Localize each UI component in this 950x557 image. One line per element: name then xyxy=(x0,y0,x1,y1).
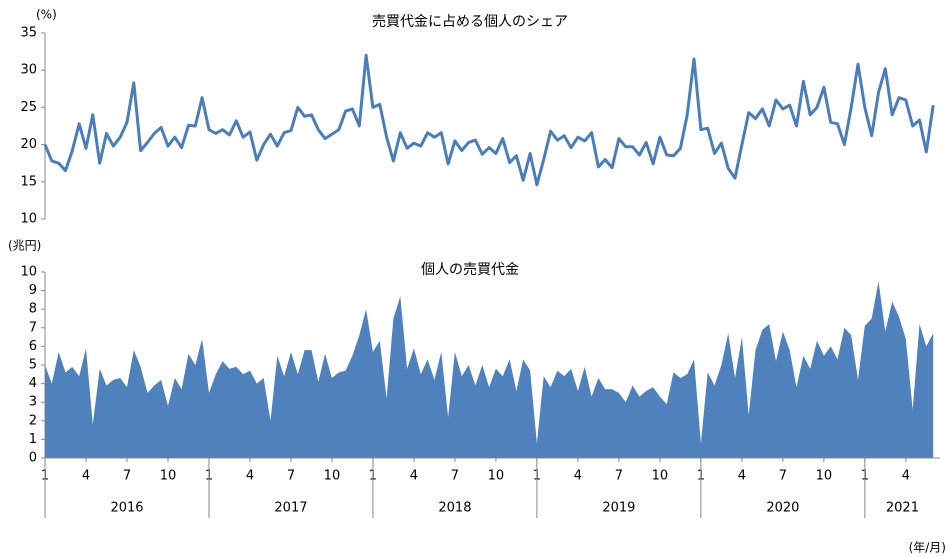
x-tick-label: 7 xyxy=(451,469,459,484)
year-label: 2019 xyxy=(602,501,635,516)
x-tick-label: 4 xyxy=(410,469,418,484)
y-tick-label: 8 xyxy=(29,302,37,317)
x-tick-label: 7 xyxy=(287,469,295,484)
chart-title: 売買代金に占める個人のシェア xyxy=(372,14,568,30)
x-tick-label: 10 xyxy=(816,469,833,484)
y-tick-label: 10 xyxy=(20,265,37,280)
x-tick-label: 7 xyxy=(123,469,131,484)
y-tick-label: 35 xyxy=(20,26,37,41)
y-tick-label: 0 xyxy=(29,451,37,466)
y-tick-label: 15 xyxy=(20,174,37,189)
x-tick-label: 10 xyxy=(160,469,177,484)
line xyxy=(43,53,935,187)
y-tick-label: 9 xyxy=(29,283,37,298)
y-tick-label: 1 xyxy=(29,432,37,447)
y-tick-label: 25 xyxy=(20,100,37,115)
y-tick-label: 10 xyxy=(20,212,37,227)
x-tick-label: 4 xyxy=(246,469,254,484)
y-axis-label: (%) xyxy=(36,8,57,22)
y-tick-label: 4 xyxy=(29,376,37,391)
year-label: 2016 xyxy=(110,501,143,516)
y-tick-label: 3 xyxy=(29,395,37,410)
year-label: 2018 xyxy=(438,501,471,516)
x-tick-label: 4 xyxy=(82,469,90,484)
y-tick-label: 20 xyxy=(20,137,37,152)
year-label: 2021 xyxy=(886,501,919,516)
x-tick-label: 4 xyxy=(574,469,582,484)
y-axis-label: (兆円) xyxy=(8,239,41,253)
year-label: 2017 xyxy=(274,501,307,516)
y-tick-label: 2 xyxy=(29,413,37,428)
x-axis-label: (年/月) xyxy=(909,541,946,555)
x-tick-label: 7 xyxy=(779,469,787,484)
y-tick-label: 7 xyxy=(29,320,37,335)
x-tick-label: 10 xyxy=(652,469,669,484)
y-tick-label: 5 xyxy=(29,358,37,373)
x-tick-label: 10 xyxy=(488,469,505,484)
x-tick-label: 10 xyxy=(324,469,341,484)
x-tick-label: 4 xyxy=(902,469,910,484)
y-tick-label: 6 xyxy=(29,339,37,354)
x-tick-label: 4 xyxy=(738,469,746,484)
area xyxy=(45,281,934,458)
year-label: 2020 xyxy=(766,501,799,516)
y-tick-label: 30 xyxy=(20,63,37,78)
x-tick-label: 7 xyxy=(615,469,623,484)
chart-title: 個人の売買代金 xyxy=(421,262,519,278)
